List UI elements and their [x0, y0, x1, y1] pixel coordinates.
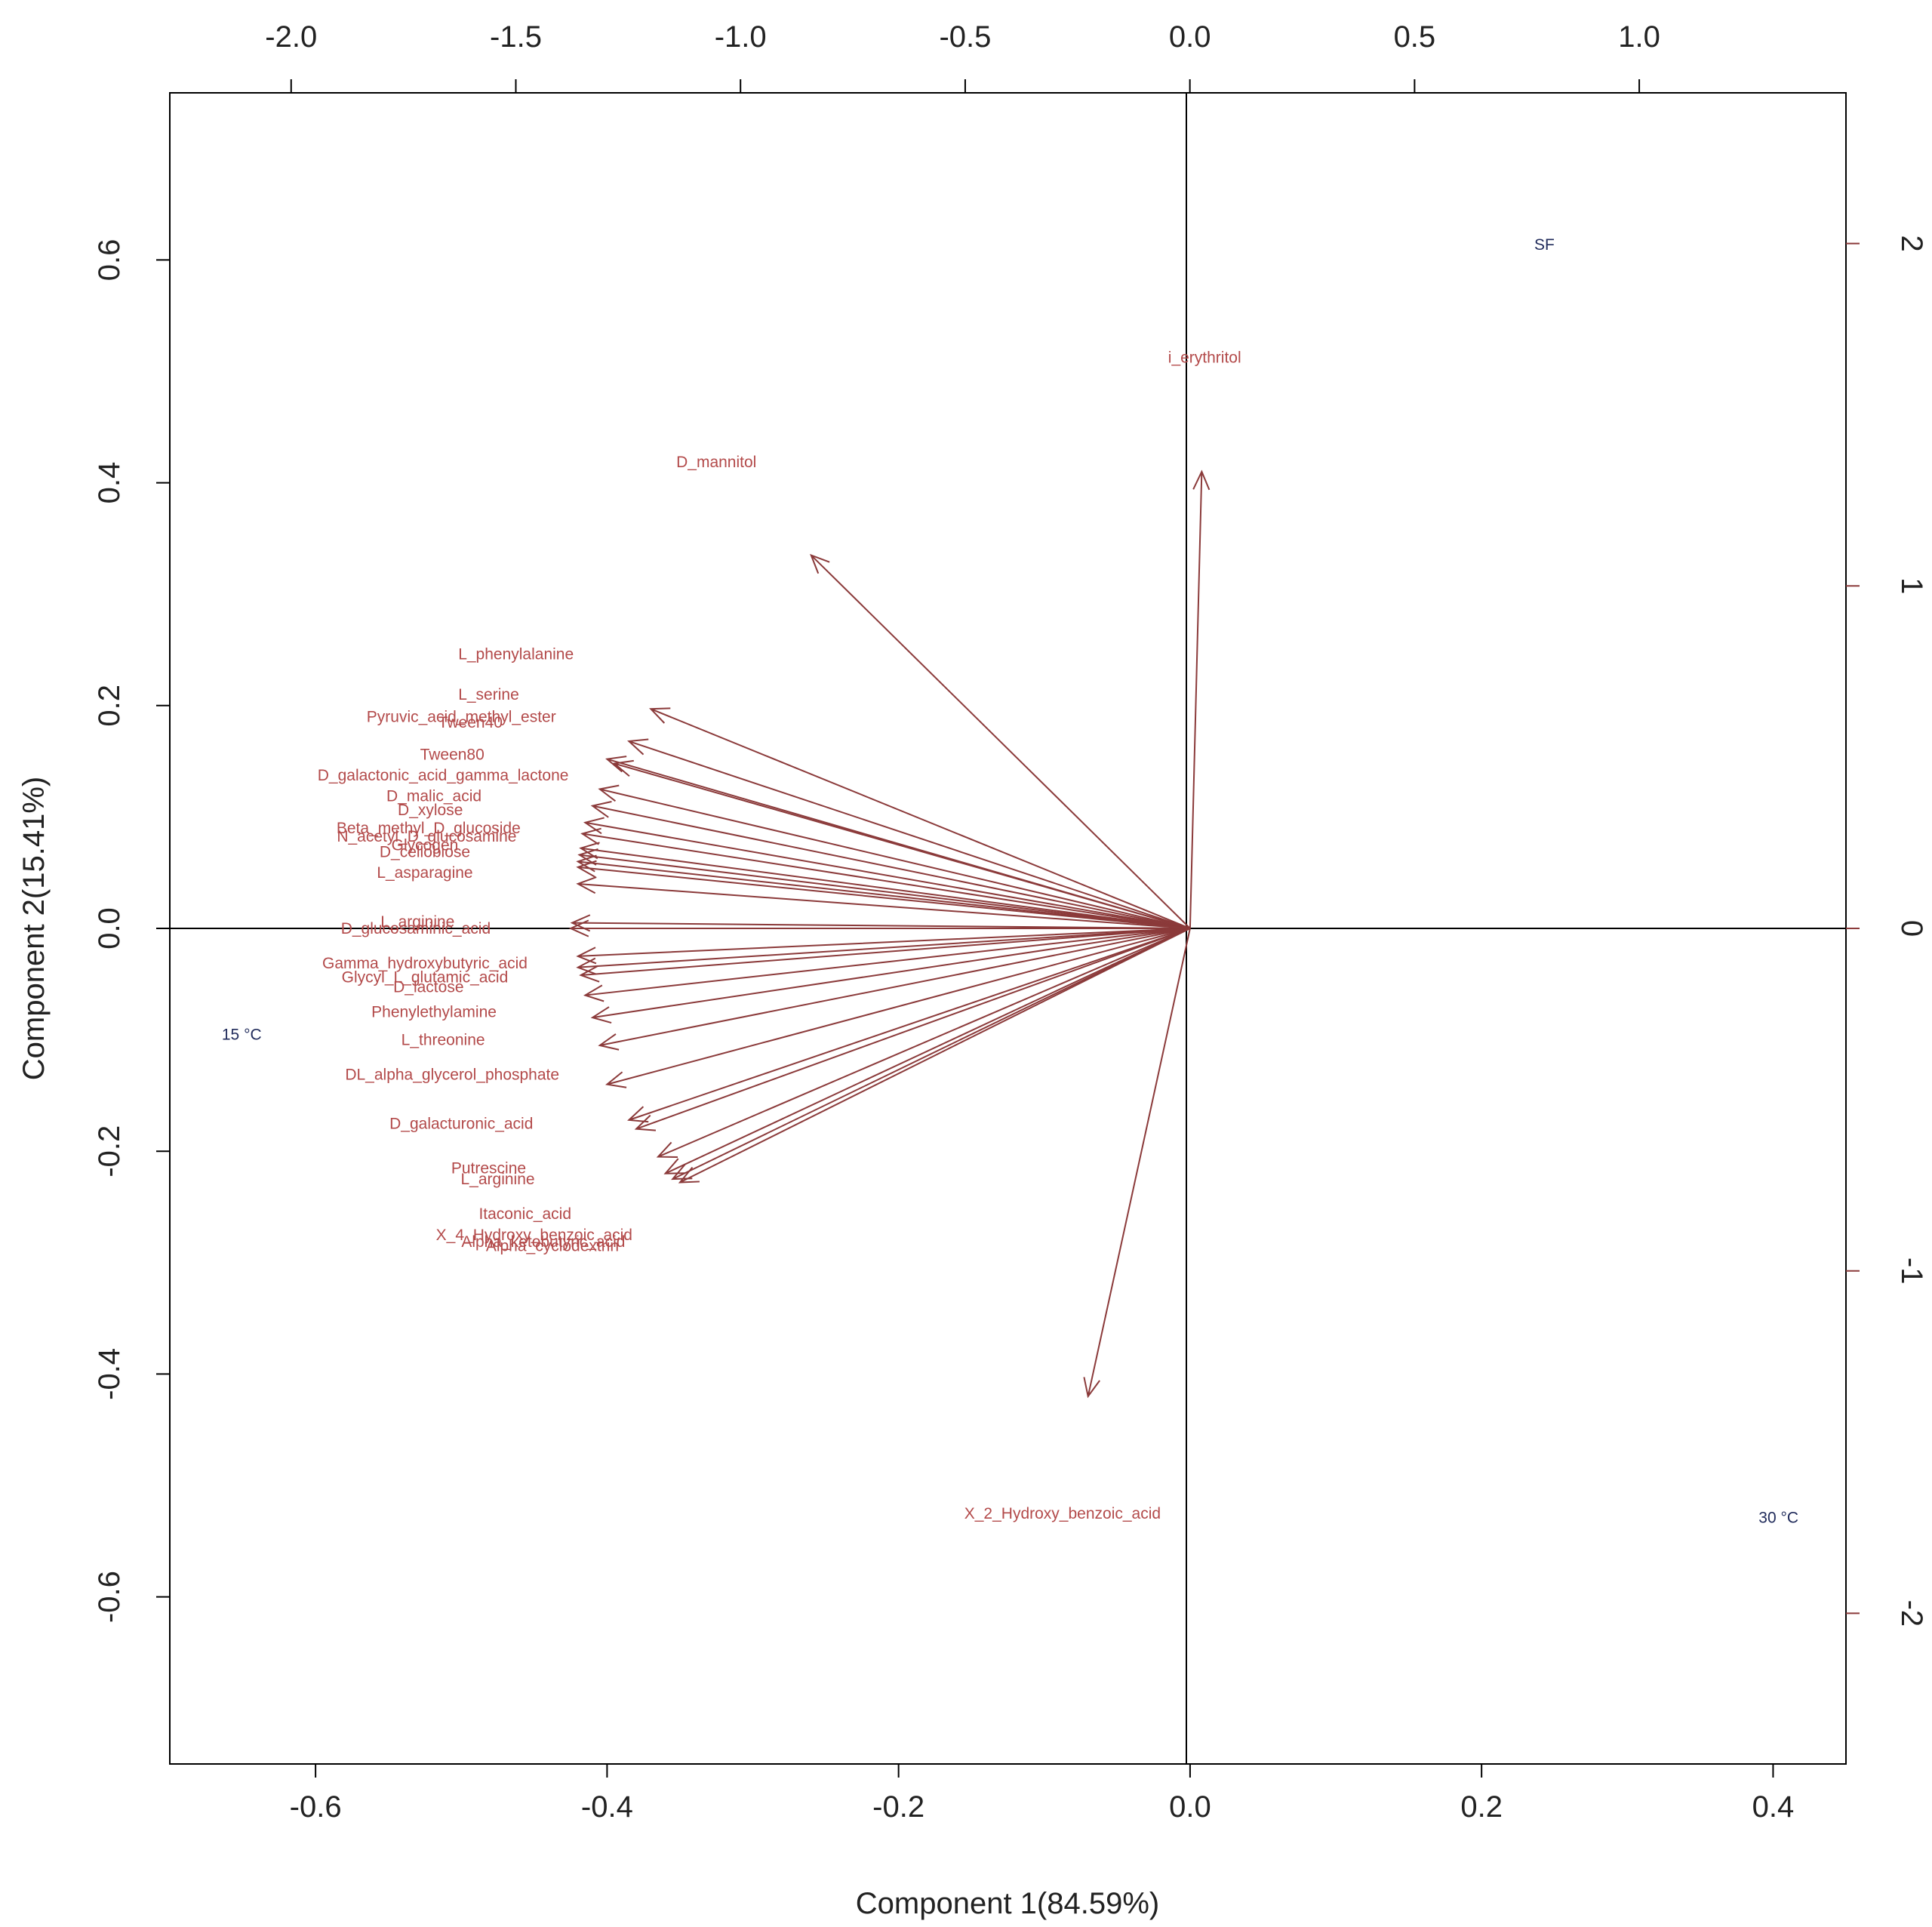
right-tick-label: -1	[1895, 1257, 1928, 1285]
variable-label: Beta_methyl_D_glucoside	[337, 820, 521, 837]
variable-label: Alpha_cyclodextrin	[486, 1238, 619, 1255]
top-tick-label: -1.0	[715, 20, 767, 54]
top-tick-label: 0.0	[1169, 20, 1211, 54]
loading-arrow	[678, 928, 1191, 1184]
variable-label: Tween40	[438, 714, 503, 731]
loading-arrow	[577, 848, 1191, 929]
x-tick-label: -0.2	[872, 1790, 924, 1824]
bottom-axis: -0.6 -0.4 -0.2 0.0 0.2 0.4	[290, 1764, 1795, 1824]
loading-arrow	[605, 928, 1191, 1088]
loading-arrow	[810, 553, 1191, 929]
variable-label: L_arginine	[380, 913, 454, 931]
variable-label: L_serine	[458, 686, 519, 703]
right-tick-label: 1	[1895, 577, 1928, 594]
y-tick-label: 0.2	[93, 685, 126, 727]
loading-arrow	[583, 817, 1191, 929]
loading-arrow	[656, 928, 1191, 1158]
left-axis: -0.6 -0.4 -0.2 0.0 0.2 0.4 0.6	[93, 239, 170, 1623]
x-tick-label: 0.2	[1460, 1790, 1503, 1824]
variable-label: Alpha_ketobutyric_acid	[461, 1233, 625, 1251]
y-axis-title: Component 2(15.41%)	[17, 777, 51, 1080]
x-tick-label: 0.0	[1169, 1790, 1211, 1824]
right-tick-label: 2	[1895, 235, 1928, 251]
variable-label: Itaconic_acid	[478, 1205, 571, 1223]
y-tick-label: -0.2	[93, 1125, 126, 1177]
variable-label: D_mannitol	[676, 454, 756, 471]
variable-label: L_asparagine	[377, 864, 472, 882]
top-axis: -2.0 -1.5 -1.0 -0.5 0.0 0.5 1.0	[265, 20, 1660, 93]
y-tick-label: -0.4	[93, 1348, 126, 1400]
top-tick-label: 1.0	[1618, 20, 1660, 54]
loading-arrow	[1083, 928, 1191, 1399]
loading-arrow	[649, 707, 1191, 929]
loading-arrow	[579, 842, 1191, 929]
top-tick-label: -2.0	[265, 20, 317, 54]
x-tick-label: -0.4	[581, 1790, 633, 1824]
right-axis: -2 -1 0 1 2	[1846, 235, 1928, 1627]
variable-label: D_galactonic_acid_gamma_lactone	[318, 767, 569, 784]
variable-label: L_arginine	[460, 1171, 534, 1188]
loading-arrow	[598, 928, 1191, 1051]
top-tick-label: -0.5	[939, 20, 991, 54]
y-tick-label: 0.4	[93, 462, 126, 504]
observation-label: SF	[1534, 236, 1555, 254]
observation-labels: SF 15 °C 30 °C	[222, 236, 1798, 1526]
top-tick-label: 0.5	[1394, 20, 1436, 54]
y-tick-label: 0.0	[93, 907, 126, 950]
loading-arrow	[598, 784, 1191, 929]
y-tick-label: -0.6	[93, 1571, 126, 1623]
variable-label: N_acetyl_D_glucosamine	[337, 828, 516, 845]
variable-label: Glycogen	[392, 836, 459, 854]
loading-arrow	[579, 928, 1190, 983]
loading-arrows	[568, 469, 1211, 1399]
variable-label: Glycyl_L_glutamic_acid	[342, 969, 509, 987]
variable-label: DL_alpha_glycerol_phosphate	[345, 1067, 559, 1084]
variable-label: D_galacturonic_acid	[389, 1115, 533, 1132]
right-tick-label: 0	[1895, 920, 1928, 937]
loading-arrow	[576, 860, 1191, 929]
variable-label: X_2_Hydroxy_benzoic_acid	[964, 1505, 1161, 1522]
x-tick-label: 0.4	[1752, 1790, 1795, 1824]
variable-label: D_glucosaminic_acid	[341, 920, 491, 937]
loading-arrow	[627, 738, 1191, 929]
variable-label: Putrescine	[451, 1159, 526, 1177]
x-axis-title: Component 1(84.59%)	[856, 1887, 1159, 1920]
loading-arrow	[634, 928, 1191, 1131]
loading-arrow	[576, 928, 1190, 975]
variable-label: D_malic_acid	[386, 788, 481, 805]
variable-label: Pyruvic_acid_methyl_ester	[367, 709, 556, 726]
variable-label: D_cellobiose	[380, 844, 470, 861]
variable-label: X_4_Hydroxy_benzoic_acid	[436, 1227, 632, 1244]
variable-labels: i_erythritol D_mannitol L_phenylalanine L_s…	[318, 349, 1241, 1522]
observation-label: 15 °C	[222, 1027, 262, 1044]
loading-arrow	[576, 876, 1190, 929]
right-tick-label: -2	[1895, 1600, 1928, 1627]
loading-arrow	[1189, 469, 1211, 929]
variable-label: L_threonine	[401, 1032, 485, 1049]
top-tick-label: -1.5	[490, 20, 542, 54]
loading-arrow	[671, 928, 1191, 1181]
variable-label: Tween80	[420, 746, 485, 763]
variable-label: Gamma_hydroxybutyric_acid	[322, 955, 528, 972]
variable-label: i_erythritol	[1168, 349, 1241, 367]
variable-label: L_phenylalanine	[458, 646, 574, 663]
loading-arrow	[570, 914, 1190, 932]
loading-arrow	[590, 928, 1191, 1024]
loading-arrow	[627, 928, 1191, 1123]
loading-arrow	[612, 759, 1191, 929]
loading-arrow	[590, 801, 1191, 929]
variable-label: Phenylethylamine	[371, 1004, 497, 1021]
loading-arrow	[663, 928, 1191, 1174]
variable-label: D_lactose	[393, 978, 463, 996]
observation-label: 30 °C	[1758, 1509, 1798, 1526]
x-tick-label: -0.6	[290, 1790, 342, 1824]
loading-arrow	[583, 928, 1191, 1002]
y-tick-label: 0.6	[93, 239, 126, 282]
variable-label: D_xylose	[398, 802, 463, 819]
loading-arrow	[580, 827, 1191, 929]
